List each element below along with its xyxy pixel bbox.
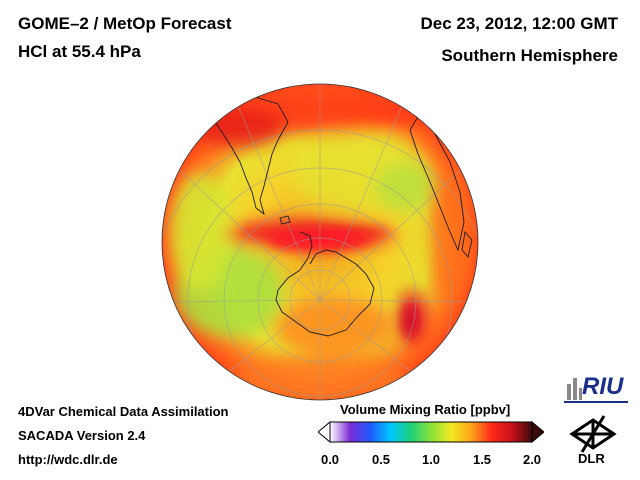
coastlines <box>214 96 473 337</box>
colorbar-gradient <box>329 421 533 443</box>
region-label: Southern Hemisphere <box>441 46 618 65</box>
colorbar-tick: 2.0 <box>522 452 542 467</box>
colorbar-tick: 0.5 <box>371 452 391 467</box>
colorbar-tick: 0.0 <box>320 452 340 467</box>
map-title: GOME–2 / MetOp Forecast <box>18 14 232 33</box>
footer-url: http://wdc.dlr.de <box>18 452 118 467</box>
forecast-datetime: Dec 23, 2012, 12:00 GMT <box>420 14 618 33</box>
hemisphere-map <box>161 83 479 401</box>
footer-version: SACADA Version 2.4 <box>18 428 146 443</box>
colorbar-title: Volume Mixing Ratio [ppbv] <box>340 402 511 417</box>
africa-coast <box>409 109 465 252</box>
field-green-upper <box>375 162 435 212</box>
colorbar-tick: 1.5 <box>472 452 492 467</box>
riu-logo <box>564 378 628 403</box>
antarctic-peninsula-coast <box>299 231 313 271</box>
south-america-coast <box>214 96 289 216</box>
map-subtitle: HCl at 55.4 hPa <box>18 42 141 61</box>
dlr-logo <box>569 415 617 453</box>
field-red-left-top <box>195 107 285 147</box>
colorbar-low-arrow <box>318 420 331 444</box>
field-core-red-right <box>402 306 418 338</box>
field-yellow-left <box>170 172 230 292</box>
falklands-coast <box>279 215 291 225</box>
footer-method: 4DVar Chemical Data Assimilation <box>18 404 229 419</box>
madagascar-coast <box>461 230 473 258</box>
colorbar-tick: 1.0 <box>421 452 441 467</box>
field-orange-center <box>275 297 395 357</box>
globe-outline <box>161 83 479 401</box>
colorbar-high-arrow <box>531 420 544 444</box>
graticule <box>162 84 478 400</box>
riu-logo-text: RIU <box>582 373 624 400</box>
dlr-logo-text: DLR <box>578 451 605 466</box>
antarctica-coast <box>275 249 375 337</box>
colorbar <box>318 420 544 444</box>
